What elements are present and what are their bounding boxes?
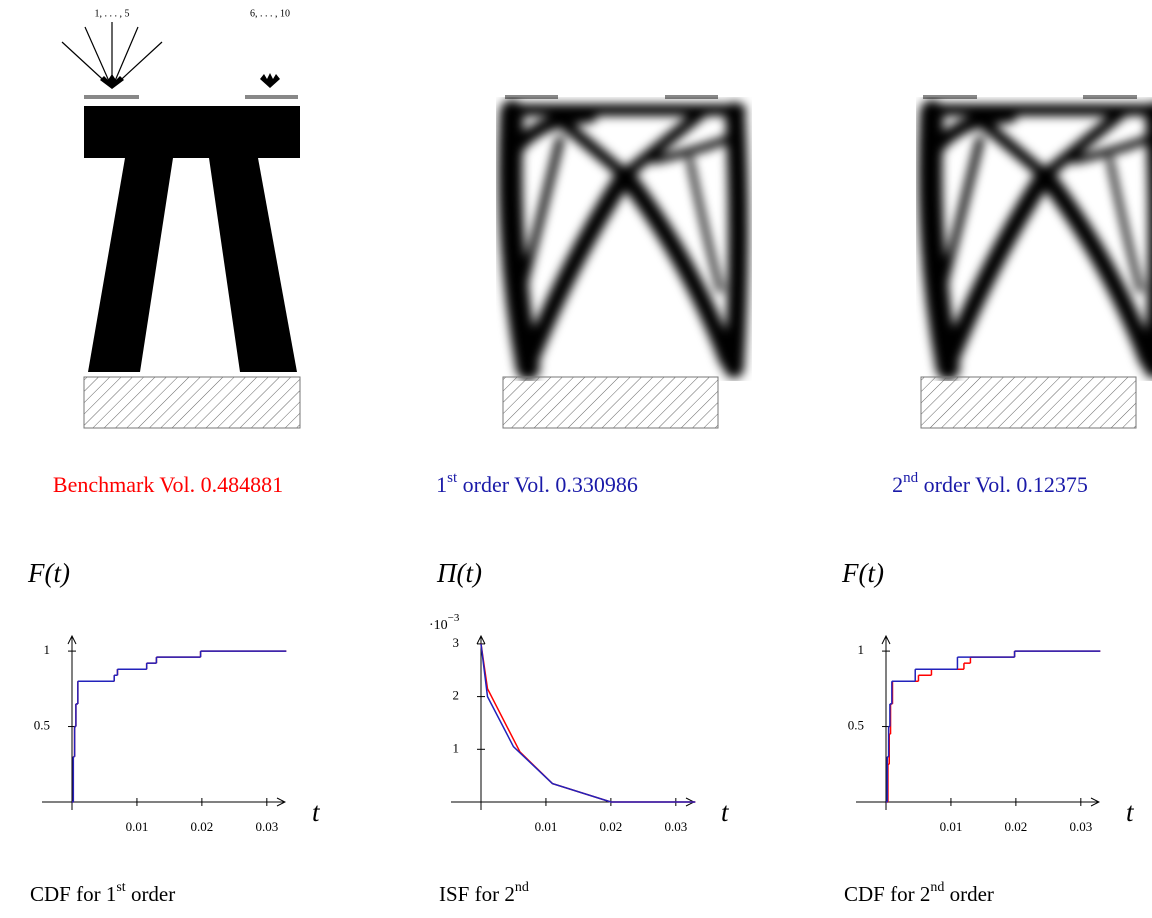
x-tick-label: 0.03 (1069, 819, 1092, 834)
text-part: order Vol. 0.12375 (918, 472, 1088, 497)
y-tick-label: 3 (453, 635, 460, 650)
y-tick-label: 1 (453, 740, 460, 755)
load-label: 6, . . . , 10 (250, 8, 290, 19)
superscript: −3 (448, 612, 460, 624)
design-caption: 1st order Vol. 0.330986 (436, 470, 638, 497)
superscript: nd (515, 880, 529, 895)
y-tick-label: 1 (858, 642, 865, 657)
x-tick-label: 0.01 (940, 819, 963, 834)
y-tick-label: 1 (44, 642, 51, 657)
x-tick-label: 0.03 (255, 819, 278, 834)
x-tick-label: 0.03 (664, 819, 687, 834)
series-line (481, 644, 695, 802)
chart-title: F(t) (27, 558, 70, 588)
series-line (481, 644, 695, 802)
text-part: order (944, 882, 994, 906)
chart-caption: ISF for 2nd (439, 880, 529, 906)
x-axis-label: t (312, 797, 321, 827)
second-order-design (921, 95, 1152, 428)
text-part: order (126, 882, 176, 906)
y-tick-label: 2 (453, 688, 460, 703)
page: 1, . . . , 5 6, . . . , 10 Benchmark Vol. … (0, 0, 1152, 918)
x-tick-label: 0.02 (600, 819, 623, 834)
text-part: 1 (436, 472, 447, 497)
x-axis-label: t (1126, 797, 1135, 827)
y-tick-label: 0.5 (848, 718, 864, 733)
y-tick-label: 0.5 (34, 718, 50, 733)
superscript: nd (930, 880, 944, 895)
text-part: ISF for 2 (439, 882, 515, 906)
chart-title: F(t) (841, 558, 884, 588)
x-tick-label: 0.01 (126, 819, 149, 834)
benchmark-design (62, 22, 300, 428)
first-order-design (503, 95, 740, 428)
text-part: Benchmark Vol. 0.484881 (53, 472, 283, 497)
x-axis-label: t (721, 797, 730, 827)
chart-title: Π(t) (436, 558, 482, 588)
design-caption: Benchmark Vol. 0.484881 (53, 472, 283, 497)
figure: 1, . . . , 5 6, . . . , 10 Benchmark Vol. … (0, 0, 1152, 918)
text-part: CDF for 2 (844, 882, 930, 906)
superscript: nd (903, 470, 919, 486)
load-label: 1, . . . , 5 (95, 8, 130, 19)
chart-caption: CDF for 2nd order (844, 880, 994, 906)
x-tick-label: 0.02 (1005, 819, 1028, 834)
x-tick-label: 0.01 (535, 819, 558, 834)
y-multiplier: ·10−3 (429, 612, 460, 634)
text-part: CDF for 1 (30, 882, 116, 906)
chart-caption: CDF for 1st order (30, 880, 175, 906)
x-tick-label: 0.02 (191, 819, 214, 834)
text-part: ·10 (429, 618, 448, 633)
text-part: order Vol. 0.330986 (457, 472, 638, 497)
design-caption: 2nd order Vol. 0.12375 (892, 470, 1088, 497)
text-part: 2 (892, 472, 903, 497)
superscript: st (116, 880, 125, 895)
